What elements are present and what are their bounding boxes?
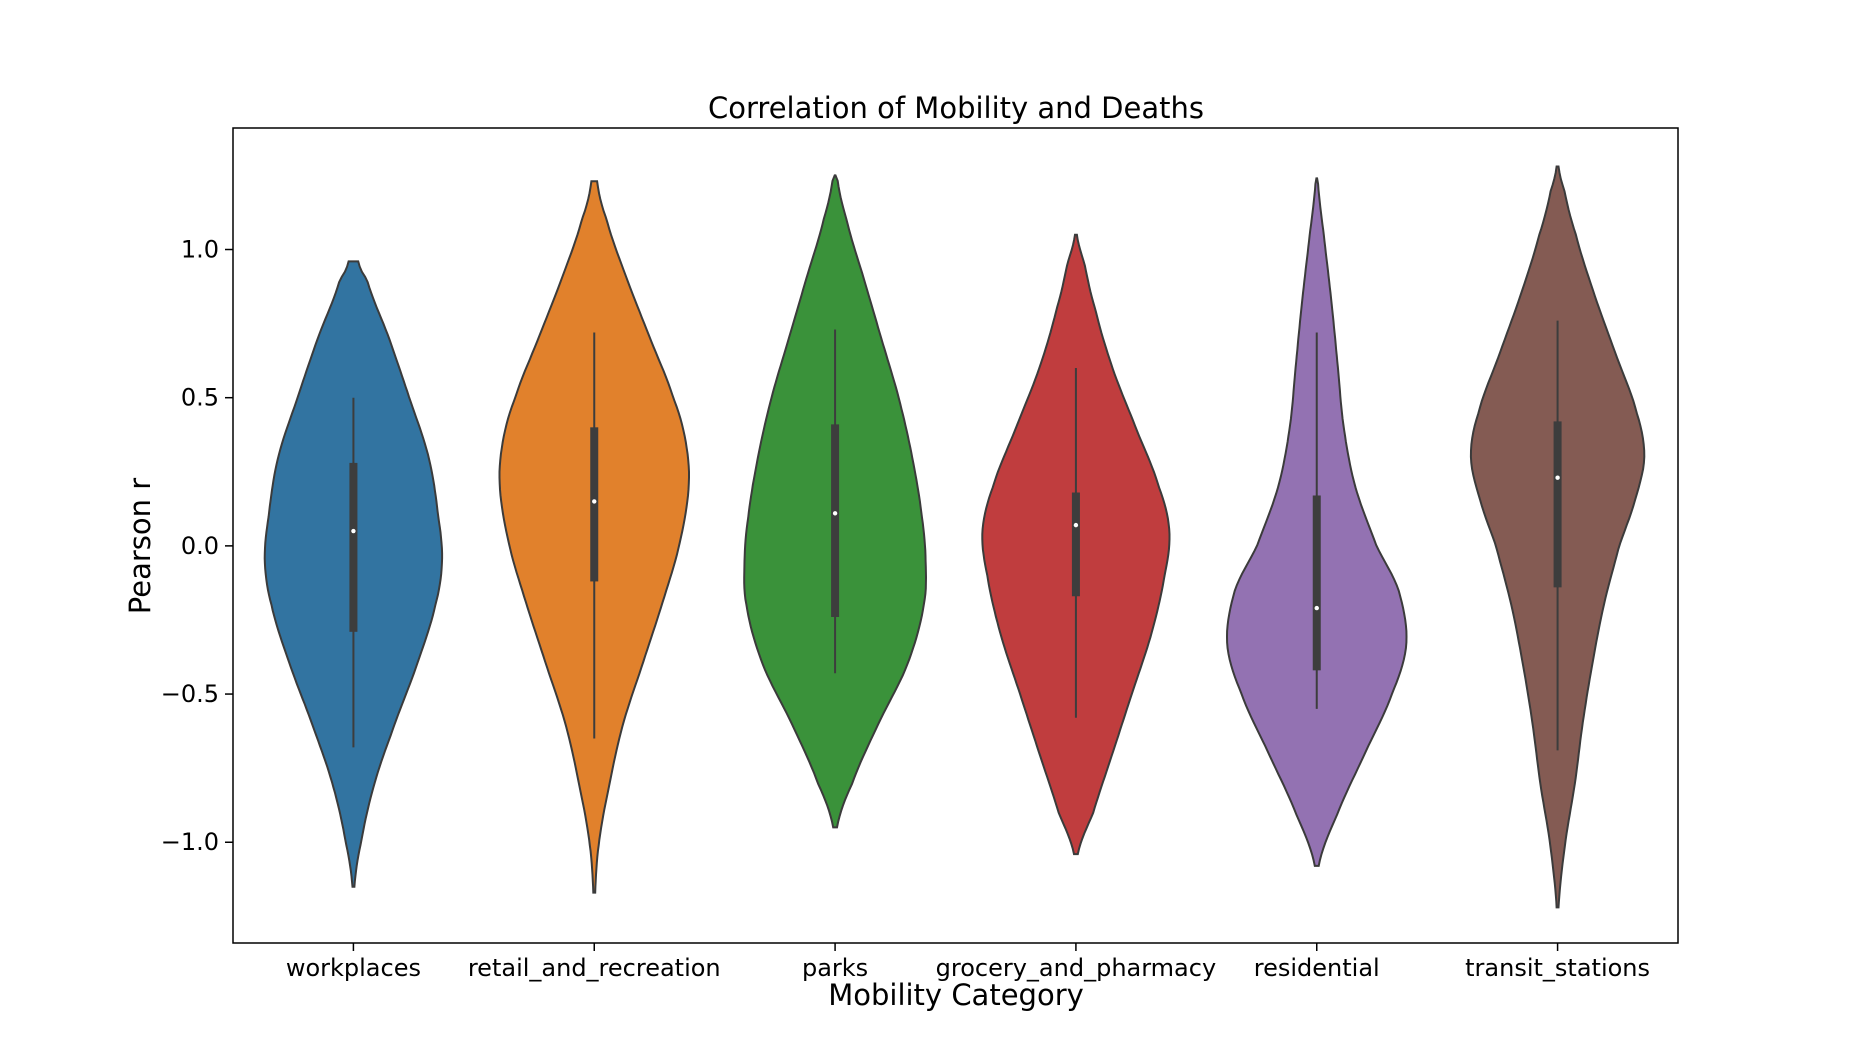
iqr-box-retail_and_recreation — [590, 427, 599, 582]
x-axis-title: Mobility Category — [828, 978, 1084, 1012]
median-dot-transit_stations — [1555, 475, 1560, 480]
x-tick-label: retail_and_recreation — [468, 954, 721, 982]
iqr-box-grocery_and_pharmacy — [1071, 492, 1080, 597]
median-dot-residential — [1314, 605, 1319, 611]
x-tick-label: workplaces — [286, 954, 421, 982]
x-tick-label: residential — [1254, 954, 1380, 982]
y-axis-title: Pearson r — [123, 478, 157, 614]
y-tick-label: 0.0 — [181, 532, 219, 560]
y-tick-label: 1.0 — [181, 236, 219, 264]
median-dot-parks — [832, 511, 838, 516]
x-tick-label: transit_stations — [1465, 954, 1650, 982]
iqr-box-transit_stations — [1553, 421, 1562, 588]
chart-title: Correlation of Mobility and Deaths — [708, 91, 1204, 125]
y-tick-label: −1.0 — [161, 828, 219, 856]
iqr-box-residential — [1312, 495, 1321, 671]
x-tick-label: parks — [802, 954, 868, 982]
median-dot-retail_and_recreation — [592, 499, 597, 504]
y-tick-label: 0.5 — [181, 384, 219, 412]
x-tick-label: grocery_and_pharmacy — [936, 954, 1217, 982]
median-dot-grocery_and_pharmacy — [1073, 522, 1079, 528]
y-tick-label: −0.5 — [161, 680, 219, 708]
x-axis: workplaces retail_and_recreation parks groc… — [286, 943, 1650, 982]
violin-series-group — [263, 165, 1646, 909]
median-dot-workplaces — [351, 528, 356, 534]
plot-frame — [232, 127, 1679, 944]
iqr-box-parks — [831, 424, 840, 617]
y-axis: −1.0 −0.5 0.0 0.5 1.0 — [161, 236, 233, 856]
iqr-box-workplaces — [349, 462, 358, 632]
